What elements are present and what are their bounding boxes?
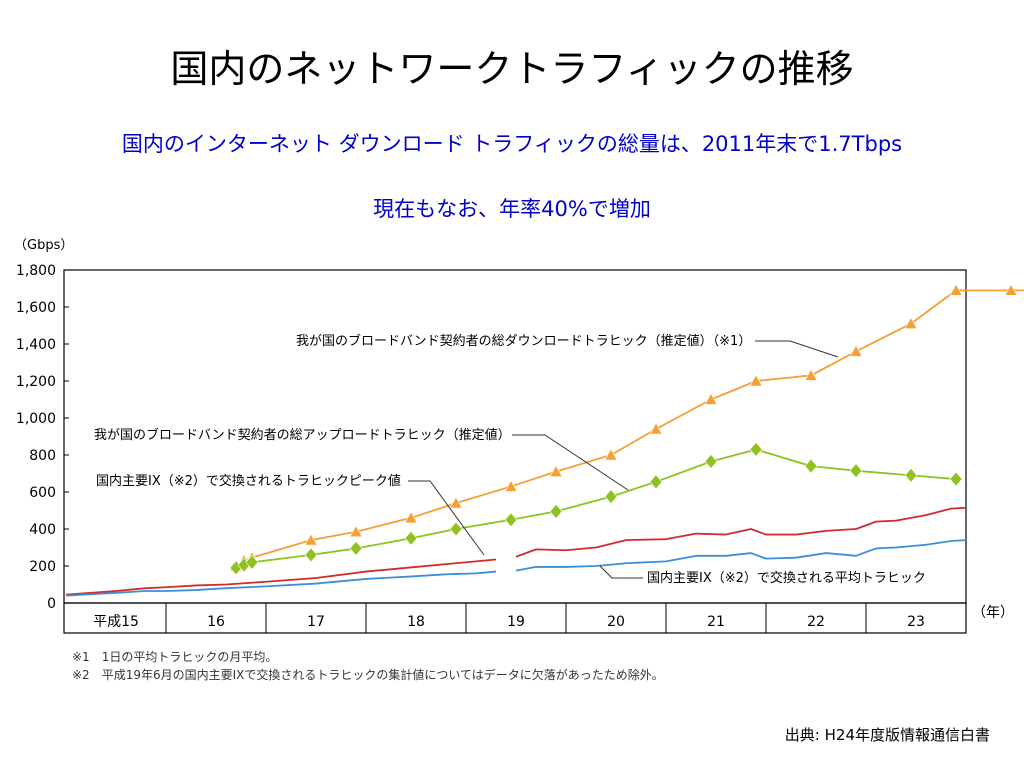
data-point-download (404, 511, 418, 524)
data-point-download (849, 344, 863, 357)
data-point-upload (449, 521, 463, 537)
annotation-ix-average: 国内主要IX（※2）で交換される平均トラヒック (647, 570, 926, 586)
data-point-upload (549, 503, 563, 519)
y-tick-label: 800 (29, 448, 56, 464)
y-tick-label: 200 (29, 559, 56, 575)
data-point-upload (949, 471, 963, 487)
x-tick-label: 21 (707, 614, 725, 630)
y-tick-label: 1,200 (16, 374, 56, 390)
y-tick-label: 1,400 (16, 337, 56, 353)
x-axis-unit: （年） (972, 605, 1014, 621)
data-point-download (349, 525, 363, 538)
series-line-ix_peak (515, 506, 967, 558)
data-point-upload (804, 458, 818, 474)
x-tick-label: 22 (807, 614, 825, 630)
data-point-upload (504, 512, 518, 528)
x-tick-label: 16 (207, 614, 225, 630)
data-point-upload (704, 454, 718, 469)
data-point-download (804, 368, 818, 381)
x-tick-label: 18 (407, 614, 425, 630)
data-point-download (504, 479, 518, 492)
data-point-download (449, 496, 463, 509)
x-tick-label: 23 (907, 614, 925, 630)
slide-subtitle-1: 国内のインターネット ダウンロード トラフィックの総量は、2011年末で1.7T… (121, 132, 903, 156)
data-point-download (749, 374, 763, 387)
source-citation: 出典: H24年度版情報通信白書 (784, 726, 990, 744)
series-line-upload (235, 448, 957, 569)
annotation-upload: 我が国のブロードバンド契約者の総アップロードトラヒック（推定値） (94, 427, 511, 443)
series-line-ix_average (65, 570, 497, 597)
data-point-download (704, 392, 718, 405)
data-point-upload (904, 467, 918, 483)
y-tick-label: 600 (29, 485, 56, 501)
data-point-upload (404, 530, 418, 546)
data-point-download (604, 448, 618, 461)
data-point-upload (245, 554, 259, 570)
data-point-upload (349, 540, 363, 556)
leader-ix-average (599, 565, 643, 579)
data-point-download (904, 317, 918, 329)
data-point-download (949, 283, 963, 296)
data-point-upload (304, 547, 318, 563)
leader-ix-peak (408, 480, 485, 556)
data-point-upload (849, 463, 863, 479)
annotation-ix-peak: 国内主要IX（※2）で交換されるトラヒックピーク値 (96, 473, 401, 489)
x-tick-label: 19 (507, 614, 525, 630)
annotation-download: 我が国のブロードバンド契約者の総ダウンロードトラヒック（推定値）（※1） (296, 333, 751, 349)
x-tick-label: 17 (307, 614, 325, 630)
series-line-ix_average (515, 539, 967, 572)
data-point-upload (649, 474, 663, 490)
data-point-download (1004, 283, 1018, 296)
slide-subtitle-2: 現在もなお、年率40%で増加 (373, 197, 651, 221)
y-axis-unit: （Gbps） (14, 238, 74, 253)
leader-download (755, 340, 839, 358)
y-tick-label: 0 (47, 596, 56, 612)
leader-upload (512, 434, 629, 491)
y-tick-label: 400 (29, 522, 56, 538)
data-point-upload (749, 441, 763, 457)
x-tick-label: 平成15 (93, 614, 139, 630)
data-point-download (304, 533, 318, 546)
y-tick-label: 1,800 (16, 263, 56, 279)
y-tick-label: 1,600 (16, 300, 56, 316)
y-tick-label: 1,000 (16, 411, 56, 427)
footnote-1: ※1 1日の平均トラヒックの月平均。 (72, 650, 278, 664)
data-point-upload (604, 489, 618, 505)
footnote-2: ※2 平成19年6月の国内主要IXで交換されるトラヒックの集計値についてはデータ… (72, 668, 664, 682)
x-tick-label: 20 (607, 614, 625, 630)
data-point-download (549, 465, 563, 477)
data-point-download (649, 422, 663, 435)
series-line-ix_peak (65, 558, 497, 596)
slide-title: 国内のネットワークトラフィックの推移 (170, 47, 854, 91)
